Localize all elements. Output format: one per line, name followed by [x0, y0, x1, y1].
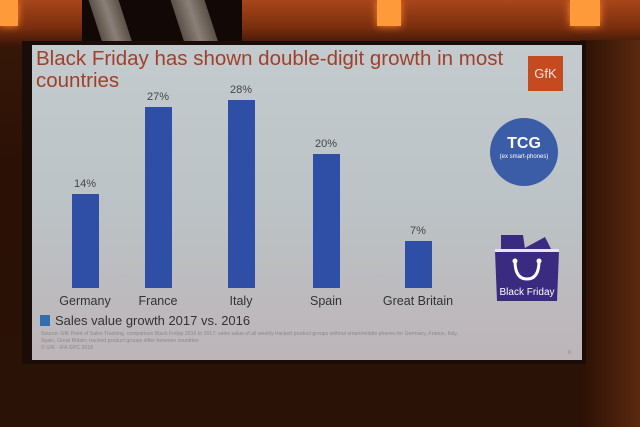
black-friday-bag-icon: Black Friday [493, 233, 561, 303]
footnote-line: Spain, Great Britain; tracked product gr… [41, 338, 199, 344]
category-label: France [138, 294, 178, 308]
tcg-badge-subtitle: (ex smart-phones) [499, 154, 549, 160]
slide-title: Black Friday has shown double-digit grow… [36, 47, 504, 92]
category-label: Italy [229, 294, 253, 308]
bar-italy [227, 100, 255, 288]
category-label: Spain [310, 294, 342, 308]
bar-great-britain [404, 241, 432, 288]
source-footnote: Source: GfK Point of Sales Tracking, com… [41, 331, 561, 352]
wall [580, 40, 640, 427]
bar-chart: 14% Germany 27% France 28% Italy 20% Spain 7% Gre… [32, 45, 492, 345]
presentation-slide: Black Friday has shown double-digit grow… [32, 45, 582, 360]
bar-germany [71, 194, 99, 288]
copyright-line: © GfK · IFA GPC 2018 [41, 345, 93, 351]
page-number: 9 [568, 350, 571, 356]
category-label: Great Britain [382, 294, 454, 308]
ceiling-light [570, 0, 600, 26]
bar-value-label: 28% [229, 84, 253, 97]
bar-value-label: 27% [146, 91, 170, 104]
bar-value-label: 7% [410, 225, 426, 238]
footnote-line: Source: GfK Point of Sales Tracking, com… [41, 331, 459, 337]
black-friday-label: Black Friday [499, 287, 555, 298]
tcg-badge-title: TCG [507, 135, 541, 152]
legend-swatch [40, 315, 50, 326]
ceiling-light [0, 0, 18, 26]
ceiling-light [377, 0, 401, 26]
tcg-badge: TCG (ex smart-phones) [492, 120, 556, 184]
bar-france [144, 107, 172, 288]
bar-value-label: 20% [314, 138, 338, 150]
ceiling-background [0, 0, 640, 46]
bar-value-label: 14% [73, 178, 97, 191]
legend-label: Sales value growth 2017 vs. 2016 [55, 313, 251, 328]
category-label: Germany [59, 294, 111, 308]
chart-legend: Sales value growth 2017 vs. 2016 [40, 313, 250, 328]
bar-spain [312, 154, 340, 288]
shopping-bag-icon [495, 235, 559, 301]
gfk-logo: GfK [528, 56, 563, 91]
